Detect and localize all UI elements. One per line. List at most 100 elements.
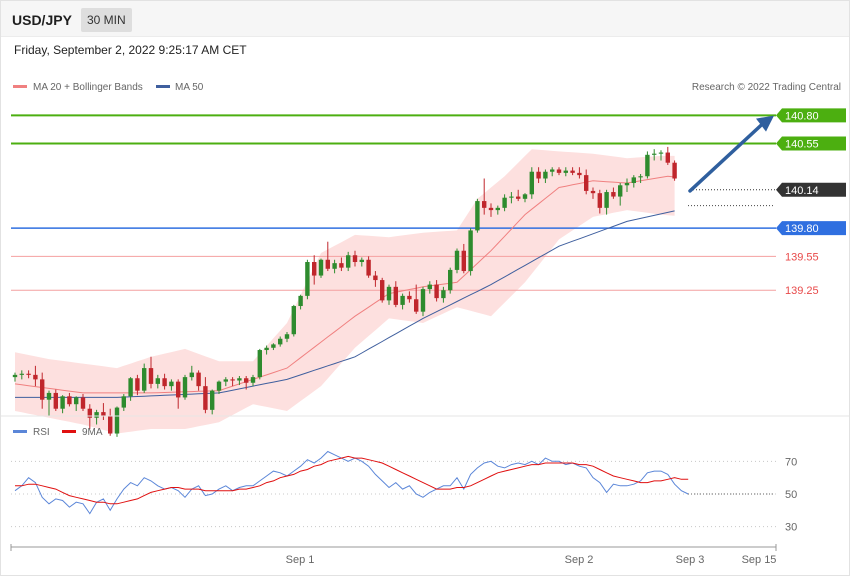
candle-body <box>482 201 487 208</box>
candle <box>60 395 65 414</box>
candle <box>624 178 630 193</box>
candle-body <box>135 378 140 391</box>
candle <box>366 256 371 278</box>
candle-body <box>366 259 371 276</box>
rsi-ma-line <box>15 455 689 505</box>
candle-body <box>67 396 72 405</box>
candle <box>33 365 38 387</box>
candle <box>121 394 126 411</box>
candle <box>380 277 385 303</box>
candle <box>142 363 147 393</box>
support-label: 139.55 <box>785 251 819 263</box>
candle-body <box>441 290 446 299</box>
candle <box>291 304 296 337</box>
bollinger-band <box>15 149 675 434</box>
candle <box>155 374 160 389</box>
candle-body <box>550 169 555 172</box>
ma9-legend-swatch <box>62 430 76 433</box>
candle-body <box>373 275 378 281</box>
candle-body <box>94 412 99 418</box>
candle-body <box>46 392 52 400</box>
candle-body <box>19 373 24 375</box>
candle-body <box>461 250 466 272</box>
candle-body <box>148 368 154 384</box>
candle <box>332 259 337 274</box>
candle <box>128 377 133 401</box>
candle-body <box>407 295 412 300</box>
datetime-label: Friday, September 2, 2022 9:25:17 AM CET <box>14 43 247 57</box>
candle-body <box>128 378 133 397</box>
candle-body <box>400 295 405 305</box>
candle <box>359 257 364 267</box>
candle-body <box>618 185 623 197</box>
candle-body <box>196 372 201 387</box>
candle <box>414 284 419 314</box>
candle <box>529 167 534 199</box>
candle <box>434 280 439 302</box>
candle-body <box>427 284 432 290</box>
rsi-tick-label: 70 <box>785 456 797 468</box>
candle-body <box>121 396 126 408</box>
candle-body <box>645 154 650 177</box>
rsi-tick-label: 30 <box>785 522 797 534</box>
timeframe-button[interactable]: 30 MIN <box>81 8 132 32</box>
candle-body <box>305 262 310 296</box>
candle-body <box>652 153 657 155</box>
candle-body <box>604 192 609 208</box>
candle-body <box>250 377 256 383</box>
candle-body <box>40 379 45 400</box>
candle <box>652 149 657 161</box>
candle <box>373 271 378 287</box>
candle-body <box>80 397 86 409</box>
candle <box>454 248 460 274</box>
symbol-title: USD/JPY <box>12 12 72 28</box>
candle <box>101 403 106 420</box>
candle-body <box>448 269 453 291</box>
pivot-tag <box>776 221 846 236</box>
candle <box>638 173 643 184</box>
candle <box>264 345 269 355</box>
candle <box>658 150 664 161</box>
candle-body <box>230 379 235 381</box>
candle <box>441 286 446 303</box>
candle <box>87 404 92 430</box>
candle-body <box>611 192 616 197</box>
candle <box>216 380 222 395</box>
candle-body <box>522 194 528 199</box>
candle-body <box>359 259 364 263</box>
candle <box>182 374 188 400</box>
candle-body <box>577 172 582 176</box>
candle <box>482 178 487 215</box>
candle <box>298 294 303 310</box>
candle <box>80 394 86 411</box>
level-lines-layer <box>11 114 776 291</box>
candle <box>502 194 507 212</box>
candle <box>386 284 392 305</box>
candle <box>611 187 616 199</box>
candle-body <box>509 196 514 198</box>
candle-body <box>386 286 392 301</box>
candle-body <box>495 207 500 211</box>
candle <box>176 379 181 409</box>
candle-body <box>74 397 79 405</box>
candle <box>522 193 528 203</box>
ma9-legend-label: 9MA <box>82 427 103 438</box>
candle <box>618 183 623 206</box>
candle <box>318 258 324 278</box>
rsi-legend-swatch <box>13 430 27 433</box>
x-axis-layer: Sep 1 Sep 2 Sep 3 Sep 15 <box>10 544 777 566</box>
resistance-label: 140.80 <box>785 110 819 122</box>
candle-body <box>271 344 276 348</box>
candle-body <box>631 177 636 184</box>
ma50-legend-label: MA 50 <box>175 82 204 93</box>
candle-body <box>244 378 249 383</box>
candle <box>475 198 480 233</box>
candle <box>420 286 426 317</box>
current-price-label: 140.14 <box>785 185 819 197</box>
candle <box>196 370 201 391</box>
candle <box>672 160 677 181</box>
candle-body <box>237 378 242 381</box>
candle <box>12 372 18 382</box>
candle <box>26 370 31 379</box>
candle-body <box>584 175 589 191</box>
